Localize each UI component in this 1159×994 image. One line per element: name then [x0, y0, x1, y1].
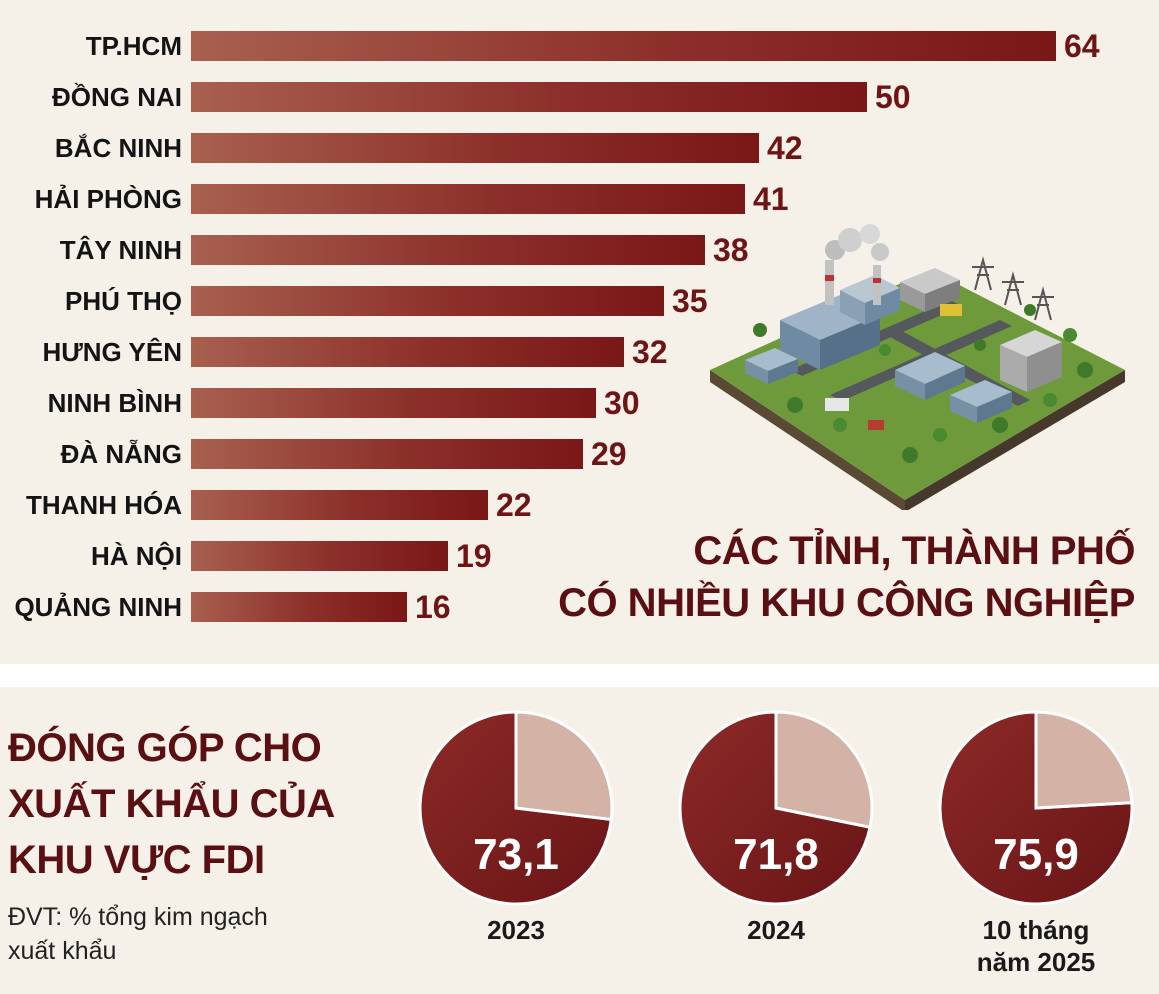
- category-label: ĐỒNG NAI: [52, 82, 182, 112]
- category-label: TÂY NINH: [59, 235, 182, 265]
- pie-value-label: 73,1: [473, 830, 559, 879]
- category-label: BẮC NINH: [54, 133, 182, 163]
- category-label: THANH HÓA: [26, 490, 182, 520]
- category-label: NINH BÌNH: [47, 388, 182, 418]
- pie-slice-rest: [1034, 710, 1134, 810]
- category-label: ĐÀ NẴNG: [60, 439, 182, 469]
- category-label: QUẢNG NINH: [14, 592, 182, 622]
- category-label: HƯNG YÊN: [42, 337, 182, 367]
- unit-note-line2: xuất khẩu: [8, 937, 117, 965]
- pie-year-2024: 2024: [747, 915, 805, 945]
- bar: [191, 490, 488, 520]
- bar-chart-title: CÁC TỈNH, THÀNH PHỐ CÓ NHIỀU KHU CÔNG NG…: [558, 525, 1135, 629]
- bar-chart-panel: TP.HCM 64 ĐỒNG NAI 50 BẮC NINH 42 HẢI PHÒNG 41 T…: [0, 0, 1159, 664]
- pie-year-2025-line2: năm 2025: [976, 947, 1096, 977]
- bar-chart-title-line2: CÓ NHIỀU KHU CÔNG NGHIỆP: [558, 581, 1135, 625]
- pie-value-label: 75,9: [993, 830, 1079, 879]
- bar: [191, 235, 705, 265]
- bar: [191, 388, 596, 418]
- bar: [191, 286, 664, 316]
- pie-title-line3: KHU VỰC FDI: [8, 838, 265, 882]
- pie-title-line1: ĐÓNG GÓP CHO: [8, 726, 322, 770]
- value-label: 38: [713, 232, 749, 268]
- unit-note: ĐVT: % tổng kim ngạch xuất khẩu: [8, 900, 338, 968]
- bar: [191, 184, 745, 214]
- pie-year-2023: 2023: [487, 915, 545, 945]
- bar: [191, 541, 448, 571]
- unit-note-line1: ĐVT: % tổng kim ngạch: [8, 903, 268, 931]
- category-label: HÀ NỘI: [91, 541, 182, 571]
- pie-chart: [678, 710, 874, 906]
- bar: [191, 592, 407, 622]
- pie-year-2025: 10 tháng năm 2025: [936, 914, 1136, 978]
- pie-slice-rest: [514, 710, 614, 822]
- bar: [191, 31, 1056, 61]
- pie-chart-title: ĐÓNG GÓP CHO XUẤT KHẨU CỦA KHU VỰC FDI: [8, 720, 388, 888]
- bar: [191, 439, 583, 469]
- value-label: 32: [632, 334, 668, 370]
- value-label: 19: [456, 538, 492, 574]
- value-label: 64: [1064, 28, 1100, 64]
- value-label: 50: [875, 79, 911, 115]
- value-label: 35: [672, 283, 708, 319]
- value-label: 29: [591, 436, 627, 472]
- pie-year-2025-line1: 10 tháng: [982, 915, 1090, 945]
- value-label: 22: [496, 487, 532, 523]
- pie-chart: [938, 710, 1134, 906]
- pie-title-line2: XUẤT KHẨU CỦA: [8, 782, 335, 826]
- pie-chart: [418, 710, 614, 906]
- pie-slice-rest: [774, 710, 874, 829]
- category-label: TP.HCM: [85, 31, 182, 61]
- bar: [191, 82, 867, 112]
- category-label: HẢI PHÒNG: [34, 184, 182, 214]
- value-label: 16: [415, 589, 451, 625]
- value-label: 30: [604, 385, 640, 421]
- bar-chart-title-line1: CÁC TỈNH, THÀNH PHỐ: [693, 529, 1135, 573]
- value-label: 41: [753, 181, 789, 217]
- bar: [191, 133, 759, 163]
- category-label: PHÚ THỌ: [65, 286, 182, 316]
- bar: [191, 337, 624, 367]
- industrial-park-icon: [710, 224, 1125, 510]
- value-label: 42: [767, 130, 803, 166]
- pie-value-label: 71,8: [733, 830, 819, 879]
